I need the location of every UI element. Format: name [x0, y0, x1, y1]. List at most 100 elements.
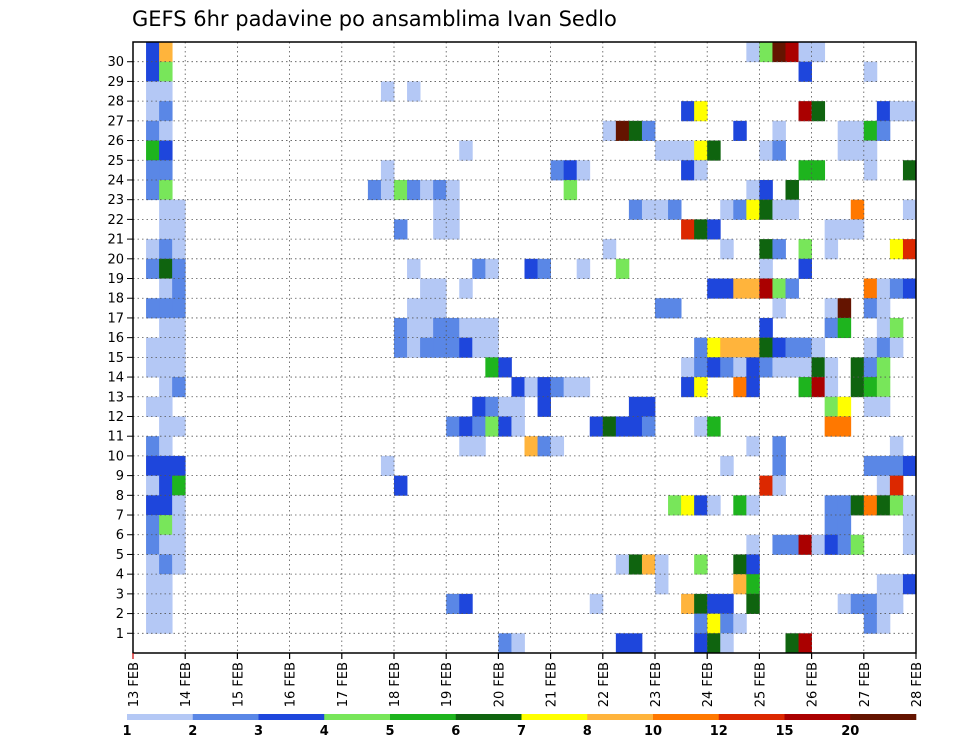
y-tick-label-12: 12 [107, 410, 124, 425]
heatmap-cell-m14-t28 [498, 357, 512, 378]
heatmap-cell-m1-t2 [159, 613, 173, 634]
heatmap-cell-m14-t45 [720, 357, 734, 378]
heatmap-cell-m15-t47 [746, 337, 760, 358]
heatmap-cell-m2-t58 [889, 593, 904, 614]
heatmap-cell-m6-t54 [837, 515, 852, 536]
heatmap-cell-m18-t25 [459, 278, 473, 299]
heatmap-cell-m2-t55 [850, 593, 865, 614]
heatmap-cell-m27-t59 [902, 101, 917, 122]
heatmap-cell-m0-t44 [707, 633, 721, 654]
heatmap-cell-m11-t28 [498, 416, 512, 437]
heatmap-cell-m14-t49 [772, 357, 786, 378]
legend-label-10: 10 [644, 724, 662, 739]
legend-swatch-6 [455, 714, 522, 720]
heatmap-cell-m13-t52 [811, 377, 826, 398]
heatmap-cell-m28-t19 [380, 81, 395, 102]
heatmap-cell-m18-t49 [772, 278, 786, 299]
heatmap-cell-m8-t3 [172, 475, 186, 496]
heatmap-cell-m26-t1 [146, 120, 160, 141]
heatmap-cell-m12-t56 [863, 396, 878, 417]
heatmap-cell-m9-t58 [889, 455, 904, 477]
y-tick-label-2: 2 [116, 607, 124, 622]
heatmap-cell-m22-t40 [655, 199, 669, 220]
heatmap-cell-m21-t44 [707, 219, 721, 240]
heatmap-cell-m18-t2 [159, 278, 173, 299]
heatmap-cell-m24-t32 [550, 160, 565, 181]
heatmap-cell-m25-t48 [759, 140, 773, 161]
heatmap-cell-m27-t51 [798, 101, 812, 122]
legend-swatch-1 [127, 714, 194, 720]
heatmap-cell-m12-t54 [837, 396, 852, 417]
x-tick-label-6: 19 FEB [440, 662, 455, 707]
heatmap-cell-m7-t58 [889, 495, 904, 516]
grid-lines [133, 42, 916, 653]
x-tick-label-0: 13 FEB [127, 662, 142, 707]
legend-swatch-4 [324, 714, 391, 720]
heatmap-cell-m22-t49 [772, 199, 786, 220]
heatmap-cell-m21-t53 [824, 219, 839, 240]
heatmap-cell-m10-t58 [889, 436, 904, 457]
heatmap-cell-m13-t55 [850, 377, 865, 398]
heatmap-cell-m22-t2 [159, 199, 173, 220]
heatmap-cell-m11-t54 [837, 416, 852, 437]
heatmap-cell-m16-t21 [407, 317, 421, 339]
heatmap-cell-m30-t50 [785, 42, 799, 63]
heatmap-cell-m14-t27 [485, 357, 499, 378]
heatmap-cell-m15-t48 [759, 337, 773, 358]
heatmap-cell-m8-t58 [889, 475, 904, 496]
heatmap-cell-m18-t44 [707, 278, 721, 299]
heatmap-cell-m11-t43 [694, 416, 708, 437]
heatmap-cell-m17-t53 [824, 298, 839, 319]
heatmap-cell-m11-t38 [628, 416, 643, 437]
legend-swatch-12 [850, 714, 917, 720]
y-tick-label-13: 13 [107, 390, 124, 405]
heatmap-cell-m7-t44 [707, 495, 721, 516]
heatmap-cell-m16-t23 [433, 317, 447, 339]
heatmap-cell-m7-t53 [824, 495, 839, 516]
heatmap-cell-m5-t3 [172, 534, 186, 555]
heatmap-cell-m28-t2 [159, 81, 173, 102]
heatmap-cell-m14-t47 [746, 357, 760, 378]
heatmap-cell-m7-t59 [902, 495, 917, 516]
heatmap-cell-m26-t39 [641, 120, 656, 141]
heatmap-cell-m1-t43 [694, 613, 708, 634]
x-tick-label-15: 28 FEB [910, 662, 925, 707]
heatmap-cell-m20-t45 [720, 239, 734, 260]
heatmap-cell-m15-t43 [694, 337, 708, 358]
x-tick-label-8: 21 FEB [545, 662, 560, 707]
heatmap-cell-m4-t40 [655, 554, 669, 575]
heatmap-cell-m19-t31 [537, 258, 551, 279]
heatmap-cell-m25-t41 [668, 140, 682, 161]
heatmap-cell-m17-t3 [172, 298, 186, 319]
heatmap-cell-m23-t1 [146, 179, 160, 201]
heatmap-cell-m13-t56 [863, 377, 878, 398]
heatmap-cell-m29-t2 [159, 61, 173, 82]
heatmap-cell-m25-t49 [772, 140, 786, 161]
heatmap-cell-m30-t52 [811, 42, 826, 63]
heatmap-cell-m20-t48 [759, 239, 773, 260]
heatmap-cell-m14-t46 [733, 357, 747, 378]
heatmap-cell-m11-t35 [589, 416, 604, 437]
heatmap-cell-m21-t2 [159, 219, 173, 240]
heatmap-cell-m28-t21 [407, 81, 421, 102]
heatmap-cell-m16-t26 [472, 317, 486, 339]
heatmap-cell-m0-t29 [511, 633, 525, 654]
heatmap-cell-m4-t37 [615, 554, 630, 575]
heatmap-cell-m3-t1 [146, 574, 160, 595]
heatmap-cell-m8-t2 [159, 475, 173, 496]
heatmap-cell-m23-t50 [785, 179, 799, 201]
heatmap-cell-m26-t46 [733, 120, 747, 141]
heatmap-cell-m10-t1 [146, 436, 160, 457]
y-tick-label-20: 20 [107, 252, 124, 267]
heatmap-cell-m12-t27 [485, 396, 499, 417]
heatmap-cell-m5-t55 [850, 534, 865, 555]
heatmap-cell-m9-t45 [720, 455, 734, 477]
heatmap-cell-m5-t50 [785, 534, 799, 555]
heatmap-cell-m10-t32 [550, 436, 565, 457]
heatmap-cell-m17-t54 [837, 298, 852, 319]
heatmap-cell-m23-t20 [394, 179, 408, 201]
legend-swatch-7 [521, 714, 588, 720]
heatmap-cell-m15-t26 [472, 337, 486, 358]
heatmap-cell-m16-t48 [759, 317, 773, 339]
